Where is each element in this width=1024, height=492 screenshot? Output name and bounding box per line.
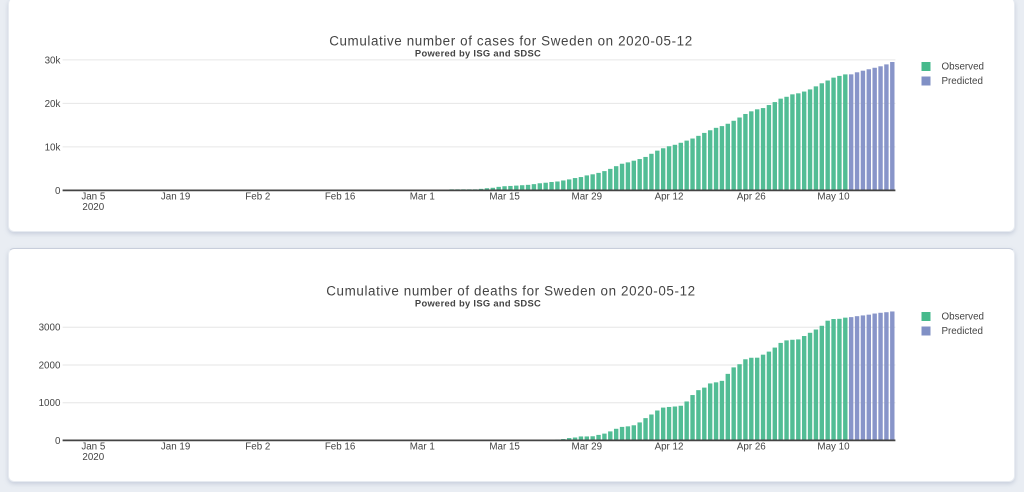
- svg-text:0: 0: [55, 186, 61, 197]
- svg-text:Feb 2: Feb 2: [245, 191, 270, 202]
- svg-text:2000: 2000: [39, 360, 61, 371]
- svg-text:Observed: Observed: [942, 312, 984, 323]
- svg-text:Mar 1: Mar 1: [410, 441, 435, 452]
- svg-text:Observed: Observed: [942, 62, 984, 73]
- svg-text:Feb 16: Feb 16: [325, 441, 356, 452]
- svg-text:Jan 5: Jan 5: [81, 191, 106, 202]
- svg-text:Apr 26: Apr 26: [737, 441, 766, 452]
- svg-text:Predicted: Predicted: [942, 76, 983, 87]
- svg-text:May 10: May 10: [817, 191, 850, 202]
- svg-text:Apr 12: Apr 12: [655, 441, 684, 452]
- svg-text:Mar 15: Mar 15: [489, 191, 520, 202]
- svg-text:Apr 26: Apr 26: [737, 191, 766, 202]
- svg-text:2020: 2020: [82, 452, 104, 463]
- svg-text:1000: 1000: [39, 398, 61, 409]
- svg-text:Feb 2: Feb 2: [245, 441, 270, 452]
- svg-text:Jan 19: Jan 19: [161, 191, 190, 202]
- svg-text:Feb 16: Feb 16: [325, 191, 356, 202]
- svg-text:Mar 1: Mar 1: [410, 191, 435, 202]
- svg-text:Apr 12: Apr 12: [655, 191, 684, 202]
- svg-text:Powered by ISG and SDSC: Powered by ISG and SDSC: [415, 48, 541, 59]
- svg-text:30k: 30k: [45, 55, 61, 66]
- svg-text:0: 0: [55, 436, 61, 447]
- svg-text:Jan 5: Jan 5: [81, 441, 106, 452]
- svg-text:May 10: May 10: [817, 441, 850, 452]
- svg-text:3000: 3000: [39, 323, 61, 334]
- svg-text:Powered by ISG and SDSC: Powered by ISG and SDSC: [415, 298, 541, 309]
- svg-text:Mar 29: Mar 29: [572, 191, 603, 202]
- svg-text:Cumulative number of cases for: Cumulative number of cases for Sweden on…: [329, 33, 693, 48]
- svg-text:2020: 2020: [82, 202, 104, 213]
- svg-text:10k: 10k: [45, 142, 61, 153]
- svg-text:Cumulative number of deaths fo: Cumulative number of deaths for Sweden o…: [326, 283, 695, 298]
- svg-text:Predicted: Predicted: [942, 326, 983, 337]
- svg-text:20k: 20k: [45, 99, 61, 110]
- svg-text:Jan 19: Jan 19: [161, 441, 190, 452]
- svg-text:Mar 15: Mar 15: [489, 441, 520, 452]
- svg-text:Mar 29: Mar 29: [572, 441, 603, 452]
